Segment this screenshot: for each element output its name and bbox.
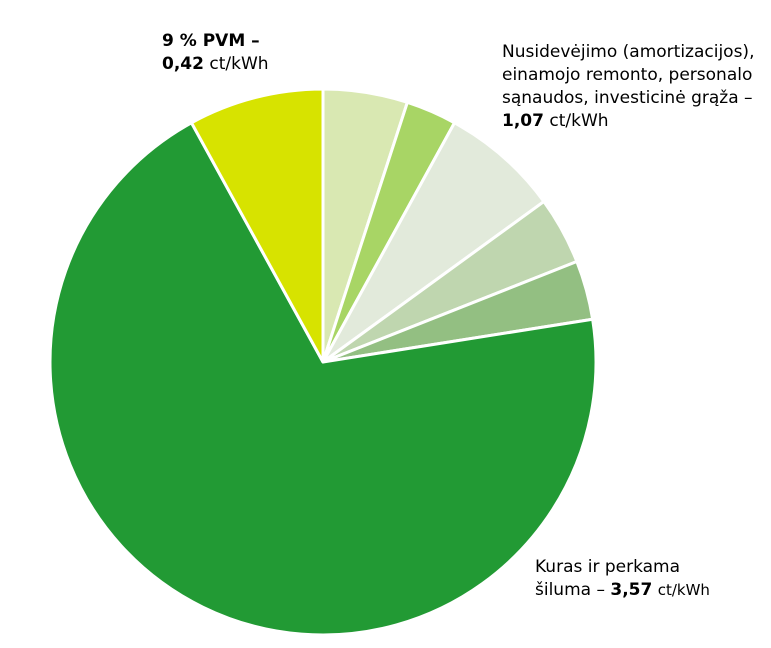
depreciation-value: 1,07 xyxy=(502,111,544,131)
pie-slice-7 xyxy=(189,87,325,364)
pie-slice-6 xyxy=(48,121,598,637)
depreciation-line-3: sąnaudos, investicinė grąža – xyxy=(502,88,753,108)
fuel-value: 3,57 xyxy=(610,580,653,600)
vat-heading: 9 % PVM – xyxy=(162,31,260,51)
pie-slice-3 xyxy=(321,121,546,364)
vat-annotation: 9 % PVM – 0,42 ct/kWh xyxy=(162,30,269,76)
depreciation-line-2: einamojo remonto, personalo xyxy=(502,65,753,85)
depreciation-annotation: Nusidevėjimo (amortizacijos), einamojo r… xyxy=(502,41,764,133)
fuel-unit: ct/kWh xyxy=(657,581,710,599)
depreciation-unit: ct/kWh xyxy=(549,111,609,131)
fuel-annotation: Kuras ir perkama šiluma – 3,57 ct/kWh xyxy=(535,556,710,602)
vat-value: 0,42 xyxy=(162,54,204,74)
fuel-line-2-prefix: šiluma – xyxy=(535,580,605,600)
vat-unit: ct/kWh xyxy=(209,54,269,74)
fuel-line-1: Kuras ir perkama xyxy=(535,557,681,577)
depreciation-line-1: Nusidevėjimo (amortizacijos), xyxy=(502,42,755,62)
